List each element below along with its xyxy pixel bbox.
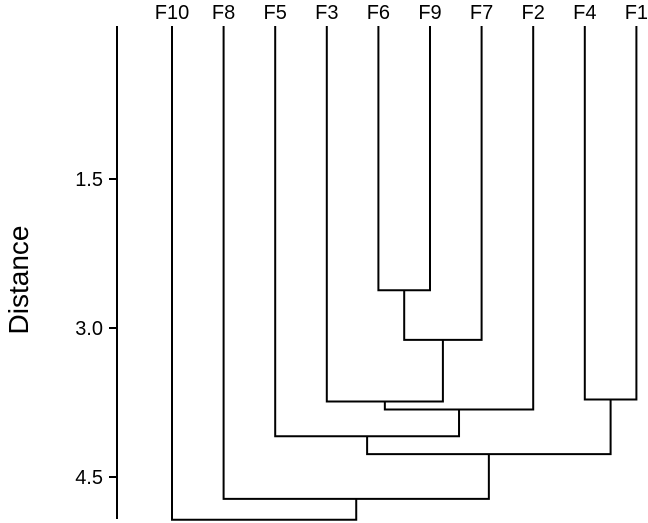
leaf-label-f2: F2 — [522, 2, 545, 24]
link-m1-F7 — [403, 26, 483, 341]
link-F8-m7 — [222, 26, 490, 500]
link-F5-m4 — [274, 26, 461, 438]
y-axis-title: Distance — [3, 226, 34, 335]
leaf-label-f1: F1 — [625, 2, 648, 24]
leaf-label-f10: F10 — [155, 2, 189, 24]
leaf-label-f6: F6 — [367, 2, 390, 24]
link-F3-m2 — [325, 26, 444, 403]
y-ticks: 1.5 3.0 4.5 — [75, 169, 117, 489]
y-tick-label-2: 4.5 — [75, 467, 103, 489]
dendrogram-links — [171, 26, 638, 521]
leaf-label-f7: F7 — [470, 2, 493, 24]
leaf-label-f8: F8 — [212, 2, 235, 24]
y-tick-label-1: 3.0 — [75, 318, 103, 340]
leaf-label-f9: F9 — [418, 2, 441, 24]
leaf-label-f5: F5 — [264, 2, 287, 24]
link-F4-F1 — [583, 26, 638, 401]
y-tick-label-0: 1.5 — [75, 169, 103, 191]
link-F6-F9 — [377, 26, 431, 292]
leaf-label-f4: F4 — [573, 2, 596, 24]
link-F10-m8 — [171, 26, 358, 521]
link-m3-F2 — [383, 26, 535, 411]
leaf-label-f3: F3 — [315, 2, 338, 24]
link-m6-m5 — [366, 399, 612, 456]
leaf-labels: F10 F8 F5 F3 F6 F9 F7 F2 F4 F1 — [155, 2, 648, 24]
